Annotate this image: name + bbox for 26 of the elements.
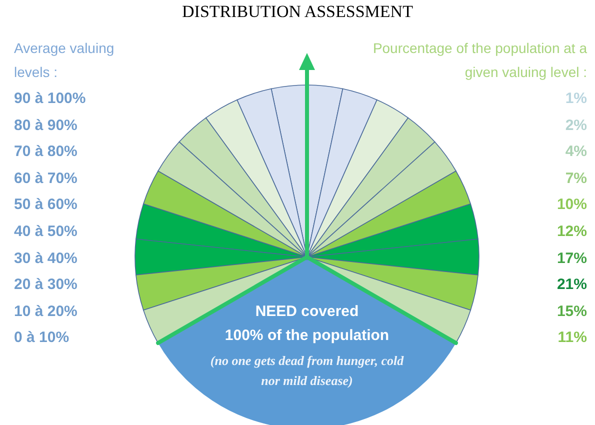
data-label: 10% [556,196,587,214]
data-label: 7% [565,170,587,187]
category-label: 40 à 50% [14,223,78,240]
text: 100% of the population [224,326,390,346]
data-label: 17% [556,250,587,267]
category-label: 80 à 90% [14,116,78,134]
data-label: 12% [556,223,587,240]
category-label: 20 à 30% [14,276,78,294]
category-label: 30 à 40% [14,250,78,267]
category-label: 60 à 70% [14,170,78,187]
text: NEED covered [254,302,360,322]
text: (no one gets dead from hunger, cold nor mild disease) [209,352,405,390]
data-label: 11% [558,329,587,346]
data-label: 4% [565,143,587,160]
text: Average valuing levels : [14,39,116,82]
category-label: 70 à 80% [14,143,78,160]
text: DISTRIBUTION ASSESSMENT [181,2,414,22]
category-label: 0 à 10% [14,329,70,346]
category-label: 50 à 60% [14,196,78,214]
data-label: 2% [565,116,587,134]
text: Pourcentage of the population at a given valuing level : [372,39,587,82]
category-label: 10 à 20% [14,302,78,320]
data-label: 1% [565,90,587,107]
data-label: 15% [556,302,587,320]
category-label: 90 à 100% [14,90,86,107]
data-label: 21% [556,276,587,294]
